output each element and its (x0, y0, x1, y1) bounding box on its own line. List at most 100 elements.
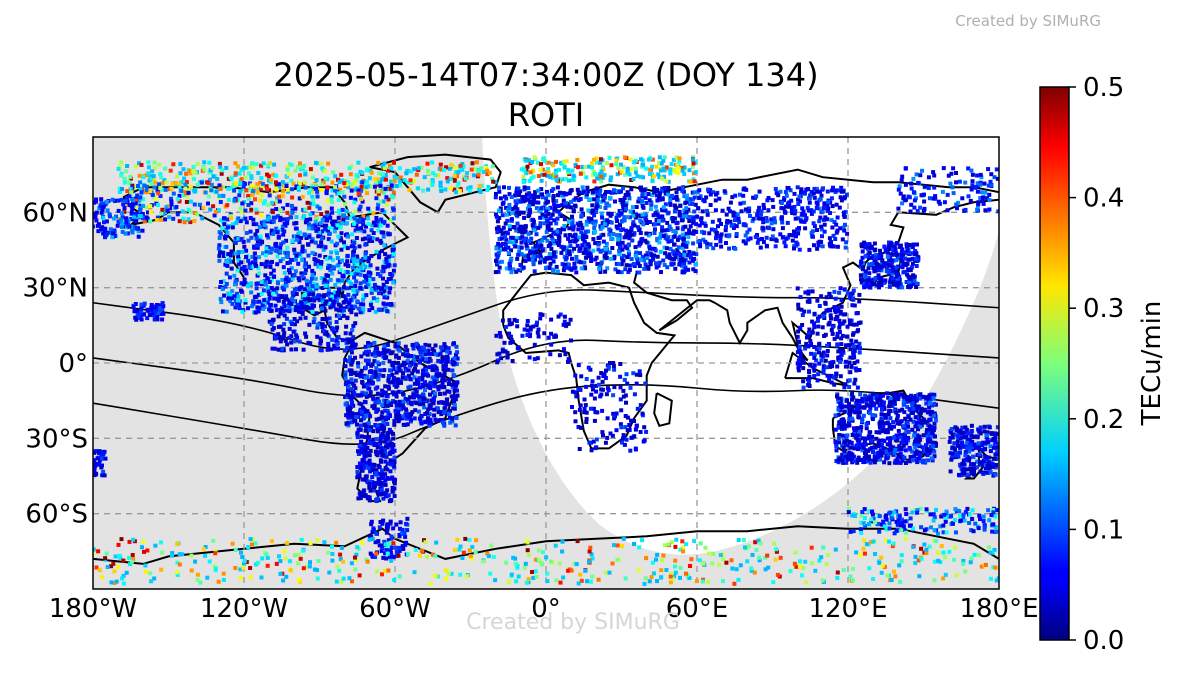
roti-point (273, 303, 278, 308)
roti-point (284, 283, 289, 288)
roti-point (452, 406, 457, 411)
roti-point (247, 261, 252, 266)
roti-point (818, 215, 823, 220)
roti-point (694, 262, 698, 267)
roti-point (430, 347, 435, 352)
roti-point (155, 311, 160, 316)
roti-point (303, 180, 307, 185)
roti-point (446, 411, 451, 416)
roti-point (422, 396, 427, 401)
roti-point (790, 205, 795, 210)
roti-point (423, 420, 428, 425)
roti-point (682, 208, 687, 213)
roti-point (576, 165, 581, 170)
roti-point (372, 350, 377, 355)
roti-point (343, 269, 348, 274)
roti-point (259, 292, 264, 296)
roti-point (661, 166, 666, 171)
roti-point (303, 207, 308, 212)
roti-point (357, 461, 362, 466)
roti-point (175, 174, 180, 179)
roti-point (687, 197, 692, 202)
roti-point (431, 171, 436, 176)
roti-point (382, 435, 386, 440)
roti-point (360, 468, 365, 473)
roti-point (425, 411, 429, 415)
roti-point (645, 221, 649, 225)
roti-point (336, 208, 341, 213)
roti-point (450, 382, 455, 387)
roti-point (188, 171, 193, 176)
roti-point (514, 269, 519, 274)
roti-point (424, 357, 429, 362)
roti-point (342, 299, 347, 304)
roti-point (255, 182, 260, 187)
roti-point (709, 227, 714, 232)
roti-point (593, 222, 597, 227)
roti-point (134, 226, 139, 230)
roti-point (388, 276, 393, 281)
roti-point (285, 261, 290, 265)
roti-point (301, 347, 306, 352)
roti-point (382, 295, 387, 300)
roti-point (331, 265, 336, 270)
roti-point (391, 399, 395, 403)
roti-point (355, 469, 360, 474)
roti-point (401, 422, 406, 427)
roti-point (448, 408, 452, 413)
roti-point (494, 191, 498, 196)
roti-point (367, 485, 372, 490)
roti-point (441, 364, 446, 369)
roti-point (391, 526, 396, 531)
roti-point (829, 240, 833, 245)
roti-point (384, 257, 389, 262)
roti-point (509, 270, 514, 275)
roti-point (382, 368, 387, 373)
roti-point (266, 203, 271, 207)
roti-point (141, 203, 145, 208)
roti-point (317, 206, 322, 211)
roti-point (391, 190, 396, 195)
roti-point (365, 282, 370, 287)
roti-point (751, 195, 756, 200)
roti-point (213, 209, 218, 214)
roti-point (307, 234, 312, 239)
roti-point (592, 169, 597, 174)
roti-point (307, 286, 312, 291)
roti-point (139, 163, 144, 167)
roti-point (177, 219, 182, 224)
roti-point (621, 204, 626, 209)
roti-point (526, 197, 531, 202)
roti-point (713, 198, 718, 203)
roti-point (387, 374, 391, 378)
roti-point (372, 184, 377, 189)
roti-point (589, 217, 594, 221)
roti-point (134, 317, 139, 322)
roti-point (393, 400, 398, 405)
roti-point (500, 231, 505, 236)
roti-point (680, 188, 685, 193)
roti-point (152, 160, 157, 165)
roti-point (329, 347, 334, 352)
roti-point (309, 201, 314, 206)
roti-point (797, 247, 802, 252)
roti-point (222, 293, 227, 298)
roti-point (379, 487, 384, 492)
roti-point (184, 200, 189, 204)
roti-point (586, 242, 591, 247)
roti-point (625, 229, 630, 234)
roti-point (832, 220, 837, 224)
roti-point (370, 306, 375, 311)
roti-point (235, 301, 240, 306)
roti-point (438, 351, 443, 356)
roti-point (312, 298, 317, 303)
roti-point (766, 196, 771, 200)
roti-point (528, 210, 533, 215)
roti-point (692, 257, 696, 261)
roti-point (384, 556, 389, 561)
roti-point (158, 312, 163, 316)
roti-point (600, 215, 605, 220)
roti-point (526, 214, 531, 218)
roti-point (398, 520, 403, 525)
roti-point (120, 215, 125, 220)
